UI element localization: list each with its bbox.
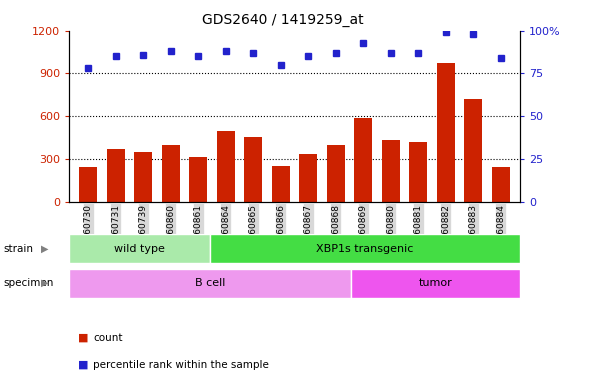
Bar	[107, 149, 125, 202]
Bar	[189, 157, 207, 202]
Bar	[69, 234, 210, 263]
Text: XBP1s transgenic: XBP1s transgenic	[316, 243, 413, 254]
Bar	[437, 63, 454, 202]
Text: strain: strain	[3, 243, 33, 254]
Bar	[210, 234, 520, 263]
Text: ▶: ▶	[41, 278, 48, 288]
Text: wild type: wild type	[114, 243, 165, 254]
Bar	[299, 154, 317, 202]
Bar	[327, 145, 344, 202]
Bar	[464, 99, 482, 202]
Bar	[135, 152, 152, 202]
Text: tumor: tumor	[418, 278, 452, 288]
Bar	[217, 131, 235, 202]
Bar	[409, 142, 427, 202]
Text: count: count	[93, 333, 123, 343]
Text: ■: ■	[78, 360, 88, 370]
Bar	[69, 269, 351, 298]
Text: B cell: B cell	[195, 278, 225, 288]
Text: percentile rank within the sample: percentile rank within the sample	[93, 360, 269, 370]
Bar	[354, 118, 372, 202]
Bar	[272, 166, 290, 202]
Bar	[162, 145, 180, 202]
Bar	[351, 269, 520, 298]
Bar	[245, 137, 262, 202]
Text: ▶: ▶	[41, 243, 48, 254]
Bar	[79, 167, 97, 202]
Bar	[382, 141, 400, 202]
Text: GDS2640 / 1419259_at: GDS2640 / 1419259_at	[202, 13, 363, 27]
Text: specimen: specimen	[3, 278, 53, 288]
Bar	[492, 167, 510, 202]
Text: ■: ■	[78, 333, 88, 343]
